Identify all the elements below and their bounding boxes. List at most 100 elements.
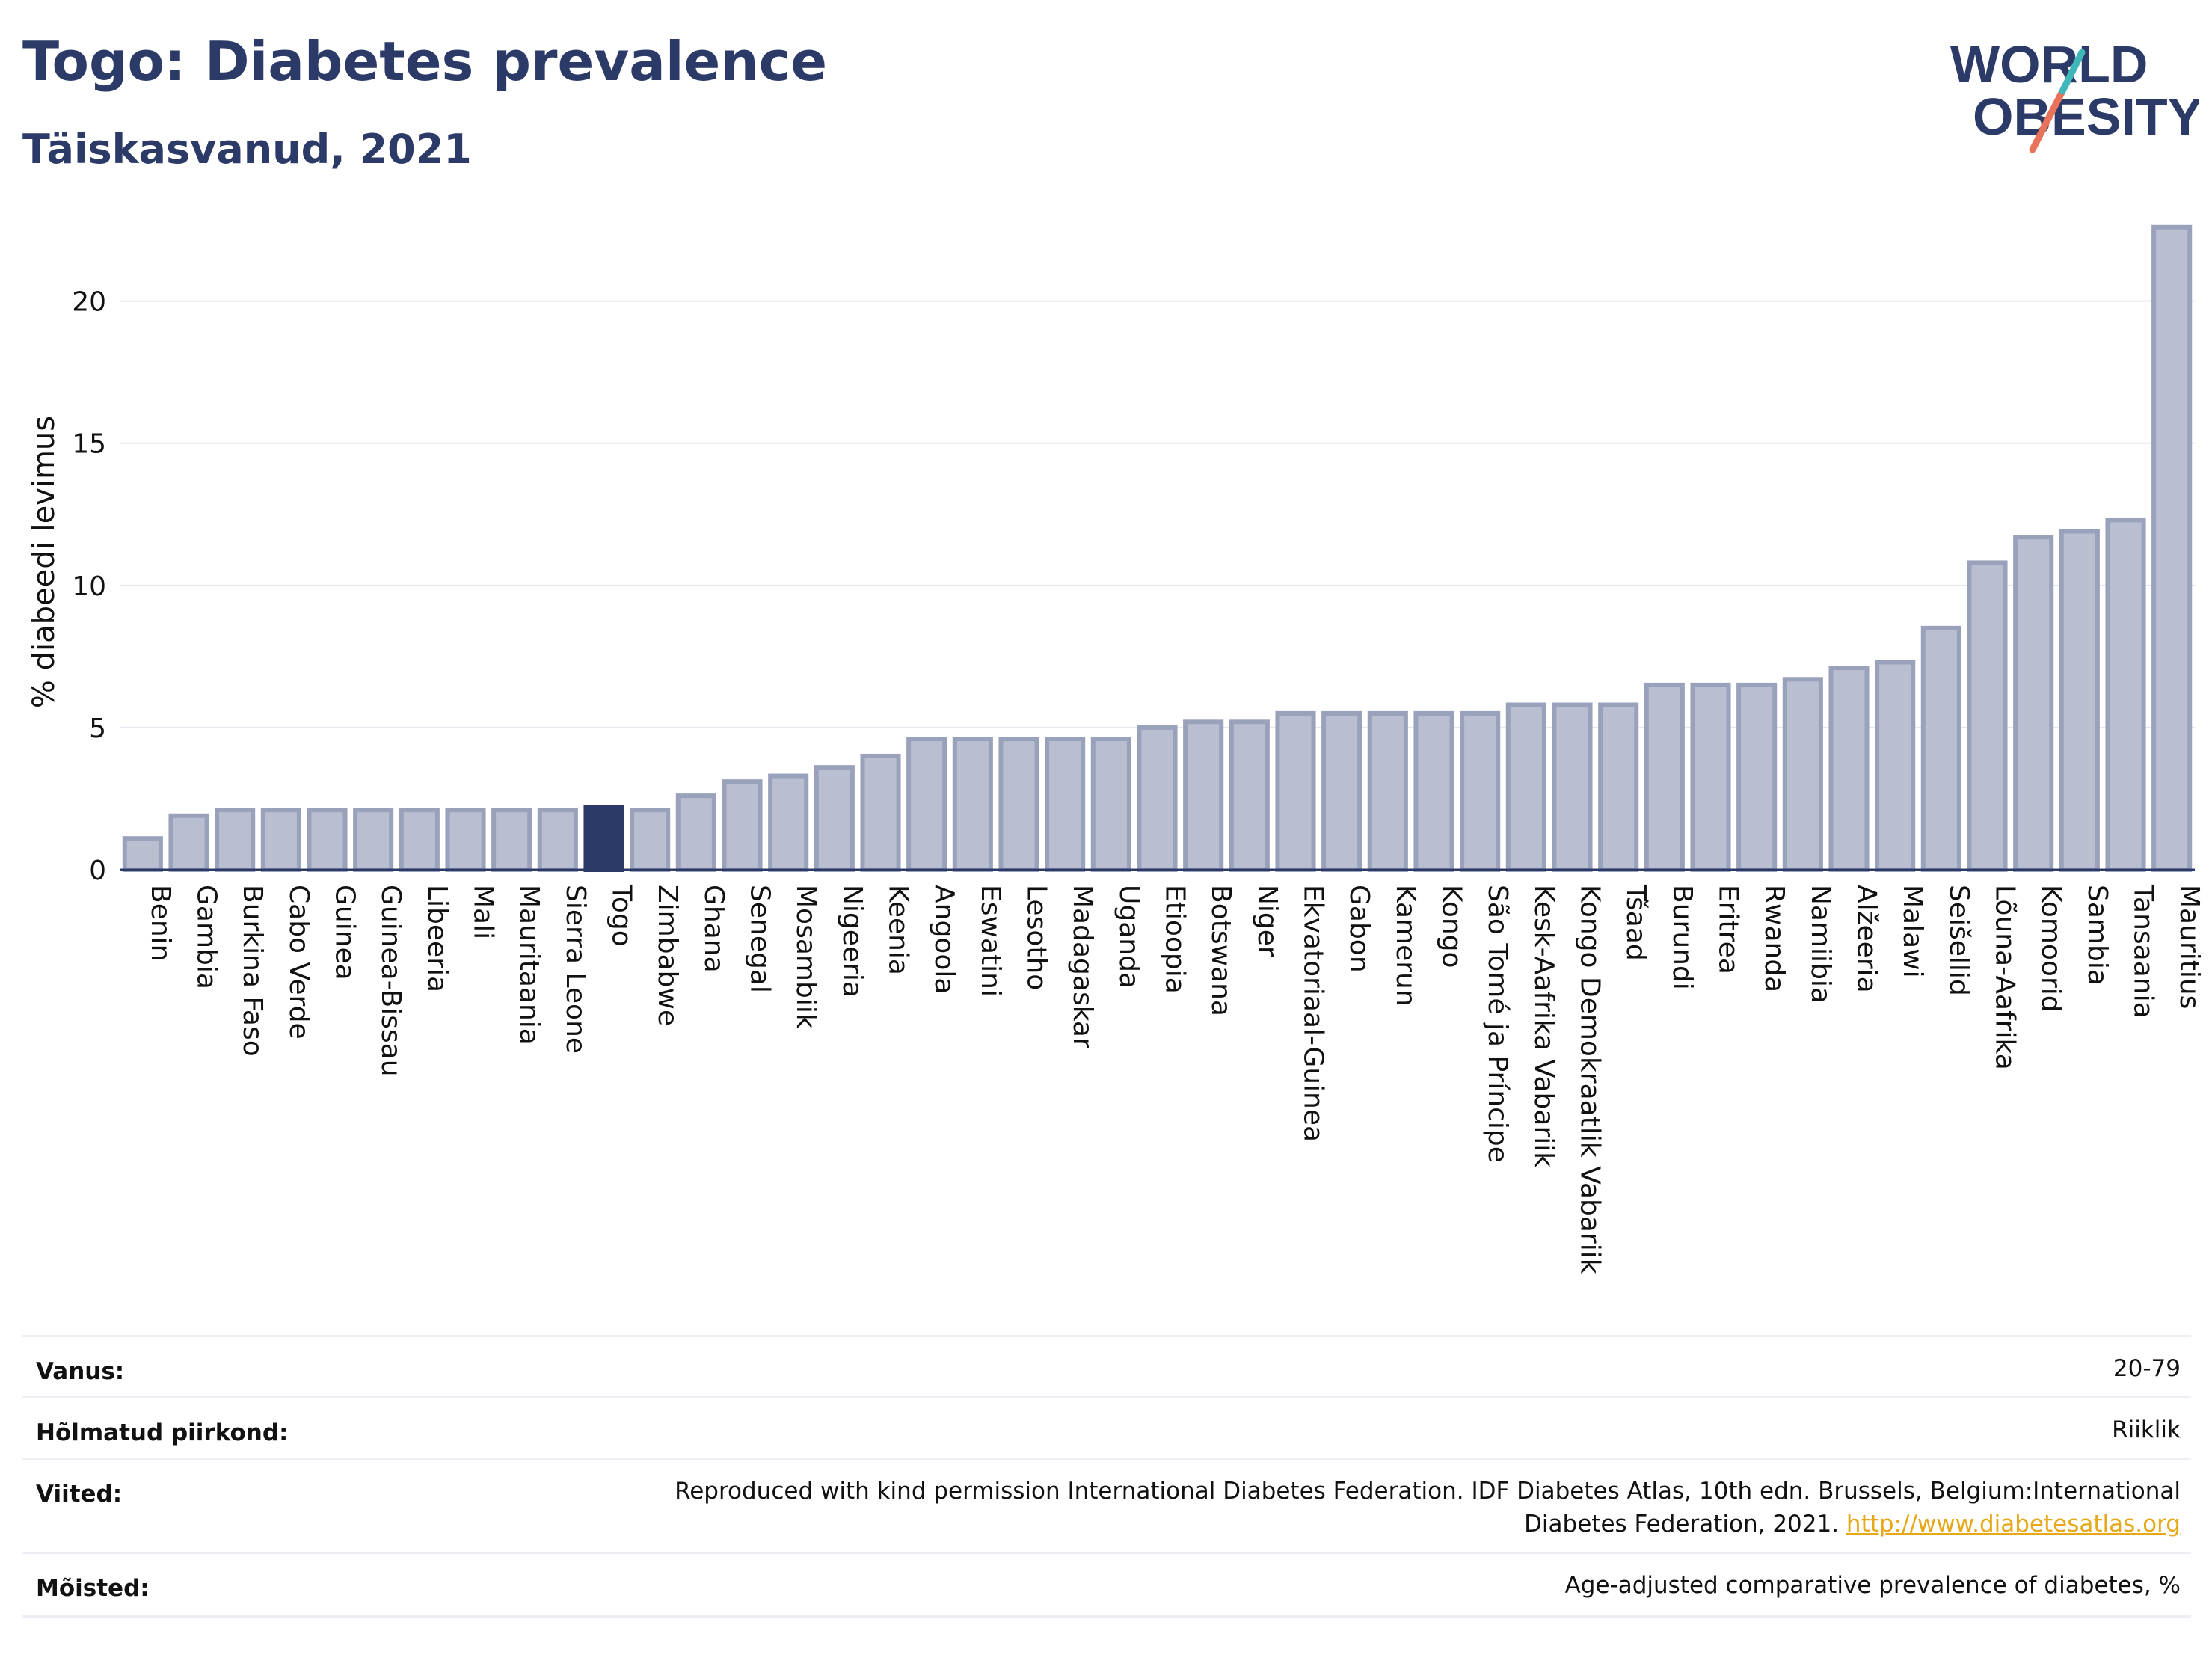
page-subtitle: Täiskasvanud, 2021 xyxy=(22,126,472,173)
x-tick-label: Kesk-Aafrika Vabariik xyxy=(1529,885,1559,1167)
bar-21 xyxy=(1090,737,1131,873)
bar-38 xyxy=(1875,660,1916,872)
x-tick-label: Rwanda xyxy=(1759,885,1789,992)
x-tick-label: Lõuna-Aafrika xyxy=(1990,885,2021,1070)
x-tick-label: Lesotho xyxy=(1021,885,1052,990)
x-tick-label: Kongo xyxy=(1437,885,1467,968)
x-tick-label: Mauritius xyxy=(2174,885,2205,1009)
bar-15 xyxy=(814,765,855,873)
x-tick-label: Uganda xyxy=(1113,885,1144,989)
bar-6 xyxy=(399,808,440,872)
reference-line-1: Reproduced with kind permission Internat… xyxy=(675,1478,2181,1505)
bar-42 xyxy=(2059,529,2100,873)
x-tick-label: Mali xyxy=(468,885,499,939)
bar-32 xyxy=(1598,702,1639,872)
bar-24 xyxy=(1229,719,1270,872)
bar-12 xyxy=(675,793,716,872)
x-tick-label: Mauritaania xyxy=(514,885,544,1045)
bar-1 xyxy=(168,813,209,872)
bar-0 xyxy=(122,836,163,873)
diabetesatlas-link[interactable]: http://www.diabetesatlas.org xyxy=(1846,1511,2181,1538)
meta-value: Age-adjusted comparative prevalence of d… xyxy=(1564,1572,2181,1599)
x-tick-label: Nigeeria xyxy=(837,885,867,998)
x-tick-label: Kongo Demokraatlik Vabariik xyxy=(1575,885,1606,1274)
svg-text:OBESITY: OBESITY xyxy=(1973,87,2199,146)
x-tick-label: Gabon xyxy=(1344,885,1374,973)
bar-14 xyxy=(768,773,809,873)
bar-40 xyxy=(1967,560,2008,872)
x-tick-label: Madagaskar xyxy=(1067,885,1098,1048)
x-tick-label: Sierra Leone xyxy=(560,885,591,1054)
bar-18 xyxy=(952,737,993,873)
x-tick-label: Tšaad xyxy=(1620,884,1651,961)
x-tick-label: Mosambiik xyxy=(790,885,821,1029)
page-title: Togo: Diabetes prevalence xyxy=(22,30,828,93)
meta-key: Viited: xyxy=(36,1481,123,1508)
bar-5 xyxy=(353,808,394,872)
bar-7 xyxy=(445,808,486,872)
x-tick-label: São Tomé ja Príncipe xyxy=(1482,885,1513,1163)
x-tick-label: Seišellid xyxy=(1944,885,1974,996)
bar-43 xyxy=(2105,518,2146,872)
bar-28 xyxy=(1413,710,1454,872)
meta-value: Riiklik xyxy=(2112,1416,2181,1443)
x-tick-label: Kamerun xyxy=(1390,885,1421,1007)
x-tick-label: Komoorid xyxy=(2036,885,2066,1013)
bar-20 xyxy=(1045,737,1086,873)
bar-8 xyxy=(491,808,532,872)
meta-row-age: Vanus: 20-79 xyxy=(22,1335,2191,1397)
x-tick-label: Tansaania xyxy=(2128,884,2159,1019)
x-tick-label: Senegal xyxy=(745,885,775,993)
meta-row-definitions: Mõisted: Age-adjusted comparative preval… xyxy=(22,1552,2191,1618)
x-tick-label: Eswatini xyxy=(975,885,1006,997)
x-tick-label: Keenia xyxy=(883,885,914,975)
bar-10 xyxy=(583,805,624,872)
bar-23 xyxy=(1183,719,1224,872)
bar-30 xyxy=(1505,702,1546,872)
bar-44 xyxy=(2151,224,2193,872)
svg-text:WORLD: WORLD xyxy=(1950,35,2148,93)
bar-4 xyxy=(307,808,348,872)
bar-34 xyxy=(1690,682,1731,872)
x-tick-label: Cabo Verde xyxy=(283,885,314,1040)
bar-22 xyxy=(1137,725,1178,872)
bar-11 xyxy=(630,808,671,872)
x-tick-label: Guinea-Bissau xyxy=(375,885,406,1077)
bar-9 xyxy=(537,808,578,872)
reference-line-2: Diabetes Federation, 2021. http://www.di… xyxy=(1524,1511,2181,1538)
bar-17 xyxy=(906,737,947,873)
bar-19 xyxy=(998,737,1039,873)
y-tick-label: 20 xyxy=(72,287,106,318)
bar-25 xyxy=(1275,710,1316,872)
x-tick-label: Niger xyxy=(1252,885,1282,957)
x-tick-label: Togo xyxy=(606,884,637,947)
bar-31 xyxy=(1552,702,1593,872)
bar-29 xyxy=(1460,710,1501,872)
meta-value: 20-79 xyxy=(2113,1355,2181,1382)
y-axis-label: % diabeedi levimus xyxy=(27,416,61,708)
meta-key: Hõlmatud piirkond: xyxy=(36,1419,289,1446)
y-tick-label: 0 xyxy=(89,856,106,886)
x-tick-label: Benin xyxy=(145,885,176,961)
world-obesity-logo: WORLD OBESITY xyxy=(1950,35,2199,153)
bar-2 xyxy=(215,808,256,872)
bar-3 xyxy=(260,808,301,872)
meta-value: Reproduced with kind permission Internat… xyxy=(675,1475,2181,1541)
bar-33 xyxy=(1644,682,1685,872)
meta-row-references: Viited: Reproduced with kind permission … xyxy=(22,1458,2191,1553)
x-tick-label: Zimbabwe xyxy=(652,885,683,1026)
x-tick-label: Malawi xyxy=(1897,885,1928,978)
x-tick-label: Ekvatoriaal-Guinea xyxy=(1298,885,1329,1142)
bar-37 xyxy=(1828,666,1870,872)
bar-chart: 0 5 10 15 20 % diabeedi levimus Benin Gambia Bur… xyxy=(27,224,2205,1274)
x-tick-label: Eritrea xyxy=(1713,885,1744,974)
x-tick-label: Libeeria xyxy=(422,885,452,992)
x-tick-label: Guinea xyxy=(330,885,360,980)
bar-26 xyxy=(1321,710,1362,872)
meta-key: Mõisted: xyxy=(36,1575,150,1602)
bar-39 xyxy=(1920,625,1961,872)
x-tick-label: Sambia xyxy=(2082,885,2113,986)
meta-row-region: Hõlmatud piirkond: Riiklik xyxy=(22,1396,2191,1458)
meta-key: Vanus: xyxy=(36,1358,125,1385)
x-tick-label: Gambia xyxy=(191,885,222,989)
